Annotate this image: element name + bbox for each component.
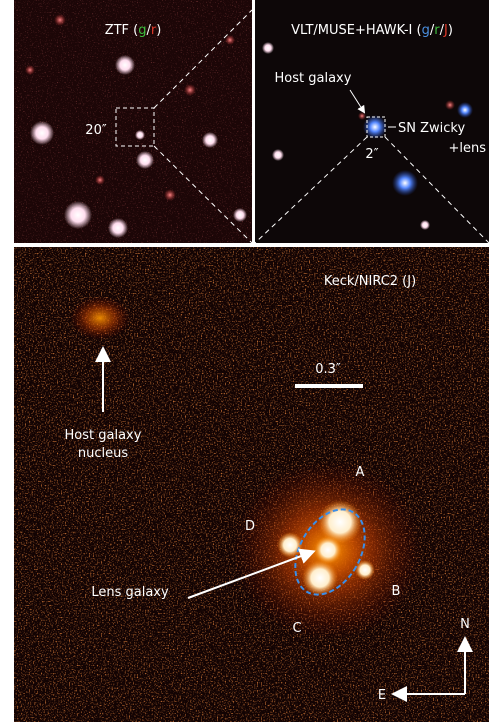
vlt-panel: VLT/MUSE+HAWK-I (g/r/J) Host galaxy SN Z… <box>255 0 489 243</box>
image-label: B <box>392 584 401 599</box>
host-label: nucleus <box>78 446 128 461</box>
keck-panel: Keck/NIRC2 (J) 0.3″ Host galaxy nucleus … <box>14 247 489 722</box>
image-label: A <box>356 465 365 480</box>
title-part: ) <box>156 23 161 38</box>
sn-label: SN Zwicky <box>398 121 465 136</box>
compass-label: N <box>460 617 470 632</box>
scale-label: 20″ <box>85 123 107 138</box>
panel-title: ZTF (g/r) <box>105 23 162 38</box>
scale-label: 2″ <box>365 147 378 162</box>
sn-label: +lens <box>448 141 486 156</box>
panel-title: Keck/NIRC2 (J) <box>324 274 416 289</box>
figure: ZTF (g/r) 20″ VLT/MUSE+HAWK-I (g/r/J) Ho… <box>0 0 489 722</box>
compass-label: E <box>378 688 386 703</box>
scale-label: 0.3″ <box>315 362 341 377</box>
ztf-panel: ZTF (g/r) 20″ <box>14 0 252 243</box>
lens-label: Lens galaxy <box>91 585 169 600</box>
image-label: C <box>292 621 301 636</box>
title-part: ) <box>448 23 453 38</box>
title-part: VLT/MUSE+HAWK-I ( <box>291 23 421 38</box>
host-label: Host galaxy <box>65 428 142 443</box>
title-part: ZTF ( <box>105 23 139 38</box>
panel-title: VLT/MUSE+HAWK-I (g/r/J) <box>291 23 453 38</box>
host-label: Host galaxy <box>275 71 352 86</box>
title-part: g <box>422 23 430 38</box>
image-label: D <box>245 519 255 534</box>
title-part: g <box>138 23 146 38</box>
